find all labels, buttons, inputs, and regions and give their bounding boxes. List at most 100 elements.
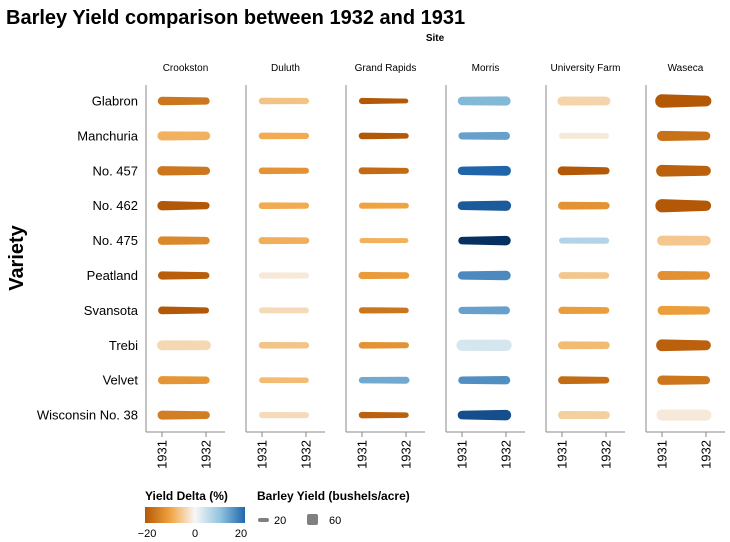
variety-label-glabron: Glabron — [92, 94, 138, 109]
yield-segment-waseca-manchuria — [656, 130, 711, 141]
yield-segment-university-farm-manchuria — [559, 132, 609, 139]
color-legend: Yield Delta (%) −20 0 20 — [138, 489, 247, 540]
yield-segment-duluth-wisconsin-no-38 — [258, 412, 309, 419]
yield-segment-crookston-svansota — [158, 306, 210, 315]
yield-segment-waseca-velvet — [657, 375, 711, 385]
yield-segment-crookston-manchuria — [157, 131, 211, 141]
yield-segment-crookston-no-457 — [157, 166, 211, 176]
site-label-morris: Morris — [472, 63, 500, 74]
x-tick-label-1932: 1932 — [299, 440, 314, 469]
yield-segment-morris-wisconsin-no-38 — [457, 409, 512, 421]
yield-segment-waseca-peatland — [657, 270, 711, 281]
color-legend-title: Yield Delta (%) — [145, 489, 228, 503]
yield-segment-university-farm-svansota — [558, 306, 610, 315]
chart-title: Barley Yield comparison between 1932 and… — [6, 7, 465, 29]
variety-label-peatland: Peatland — [87, 268, 138, 283]
yield-segment-duluth-peatland — [258, 272, 310, 279]
color-legend-gradient — [145, 507, 245, 523]
x-tick-label-1932: 1932 — [199, 440, 214, 469]
variety-label-no-475: No. 475 — [92, 233, 138, 248]
yield-segment-grand-rapids-glabron — [358, 97, 409, 105]
yield-segment-morris-peatland — [457, 270, 511, 281]
x-tick-label-1931: 1931 — [155, 440, 170, 469]
panel-crookston: 1931 1932 — [145, 85, 225, 469]
size-legend-title: Barley Yield (bushels/acre) — [257, 489, 410, 503]
yield-segment-duluth-no-462 — [258, 202, 310, 210]
color-legend-tick-max: 20 — [235, 528, 247, 540]
x-tick-label-1931: 1931 — [355, 440, 370, 469]
variety-label-trebi: Trebi — [109, 338, 138, 353]
variety-label-wisconsin-no-38: Wisconsin No. 38 — [37, 408, 138, 423]
site-label-crookston: Crookston — [163, 63, 209, 74]
yield-segment-duluth-glabron — [258, 97, 310, 105]
yield-segment-morris-velvet — [458, 375, 511, 385]
yield-segment-crookston-glabron — [157, 96, 210, 106]
yield-segment-duluth-no-457 — [258, 167, 309, 175]
yield-segment-duluth-no-475 — [258, 237, 310, 245]
y-axis-title: Variety — [6, 224, 28, 290]
panel-university-farm: 1931 1932 — [545, 85, 625, 469]
yield-segment-waseca-glabron — [655, 94, 712, 108]
size-legend-label-large: 60 — [329, 515, 341, 527]
yield-segment-grand-rapids-no-462 — [358, 202, 409, 209]
yield-segment-crookston-no-462 — [157, 201, 210, 211]
x-tick-label-1932: 1932 — [599, 440, 614, 469]
size-legend-swatch-small — [258, 518, 269, 522]
yield-segment-grand-rapids-peatland — [358, 271, 410, 280]
yield-segment-university-farm-trebi — [558, 341, 610, 350]
yield-segment-university-farm-no-475 — [559, 237, 610, 244]
yield-segment-university-farm-velvet — [558, 376, 610, 385]
yield-segment-grand-rapids-no-475 — [359, 238, 409, 244]
panel-morris: 1931 1932 — [445, 85, 525, 469]
yield-segment-waseca-no-462 — [655, 199, 712, 213]
yield-segment-waseca-no-457 — [656, 164, 711, 177]
yield-segment-morris-svansota — [458, 306, 510, 315]
x-tick-label-1931: 1931 — [255, 440, 270, 469]
variety-label-no-462: No. 462 — [92, 198, 138, 213]
variety-labels: Glabron Manchuria No. 457 No. 462 No. 475 Pea… — [37, 94, 139, 423]
site-column-title: Site — [426, 33, 445, 44]
yield-segment-grand-rapids-wisconsin-no-38 — [358, 411, 409, 419]
yield-segment-morris-glabron — [457, 96, 511, 106]
yield-segment-waseca-trebi — [656, 339, 711, 352]
x-tick-label-1931: 1931 — [655, 440, 670, 469]
yield-segment-grand-rapids-no-457 — [358, 167, 409, 175]
yield-segment-morris-no-457 — [457, 165, 511, 176]
yield-segment-duluth-manchuria — [258, 132, 310, 140]
yield-segment-crookston-wisconsin-no-38 — [157, 410, 210, 420]
size-legend: Barley Yield (bushels/acre) 20 60 — [257, 489, 410, 527]
yield-segment-grand-rapids-svansota — [358, 307, 409, 314]
panel-waseca: 1931 1932 — [645, 85, 725, 469]
chart-panels: 1931 1932 1931 1932 1931 1932 1931 1932 1931 1932… — [145, 85, 725, 469]
yield-segment-university-farm-wisconsin-no-38 — [557, 411, 610, 420]
variety-label-svansota: Svansota — [84, 303, 139, 318]
size-legend-label-small: 20 — [274, 515, 286, 527]
yield-segment-waseca-svansota — [657, 305, 711, 315]
site-label-duluth: Duluth — [271, 63, 300, 74]
site-label-university-farm: University Farm — [550, 63, 620, 74]
x-tick-label-1932: 1932 — [699, 440, 714, 469]
yield-segment-grand-rapids-trebi — [358, 341, 409, 349]
panel-duluth: 1931 1932 — [245, 85, 325, 469]
yield-segment-duluth-velvet — [259, 377, 309, 384]
yield-segment-grand-rapids-manchuria — [358, 132, 409, 140]
yield-segment-university-farm-glabron — [557, 96, 611, 106]
yield-segment-crookston-peatland — [157, 271, 210, 280]
yield-segment-university-farm-peatland — [558, 272, 610, 279]
site-headers: Crookston Duluth Grand Rapids Morris Univers… — [163, 63, 704, 74]
panel-grand-rapids: 1931 1932 — [345, 85, 425, 469]
variety-label-no-457: No. 457 — [92, 163, 138, 178]
yield-segment-crookston-trebi — [157, 340, 211, 351]
yield-segment-morris-manchuria — [458, 131, 510, 140]
yield-segment-university-farm-no-462 — [558, 201, 610, 210]
x-tick-label-1931: 1931 — [555, 440, 570, 469]
x-tick-label-1931: 1931 — [455, 440, 470, 469]
yield-segment-morris-no-462 — [457, 200, 512, 211]
yield-segment-duluth-trebi — [258, 341, 310, 349]
yield-segment-morris-no-475 — [458, 235, 511, 246]
site-label-waseca: Waseca — [668, 63, 704, 74]
yield-segment-crookston-velvet — [157, 376, 210, 385]
x-tick-label-1932: 1932 — [399, 440, 414, 469]
yield-segment-morris-trebi — [456, 339, 512, 352]
